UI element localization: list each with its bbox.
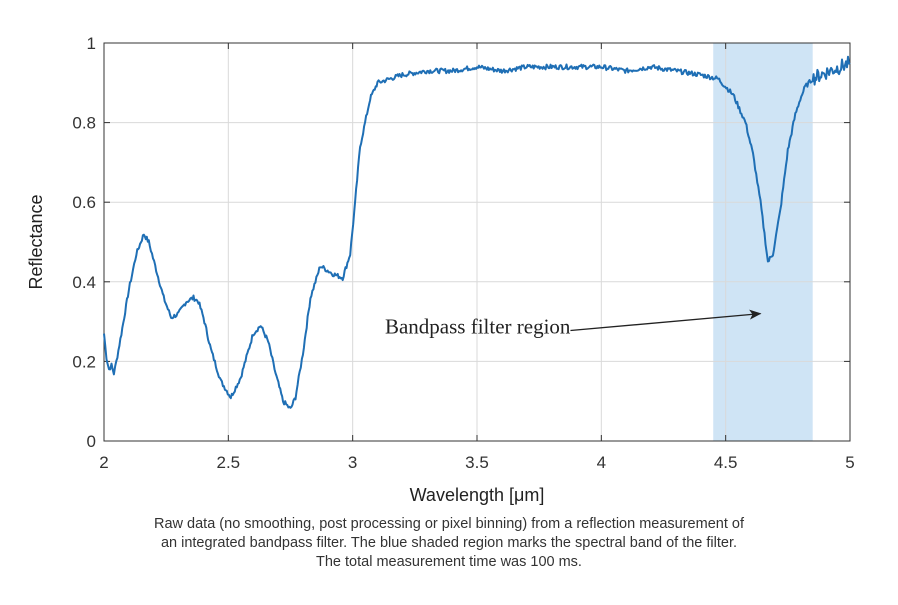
y-tick-label: 1 <box>87 34 96 53</box>
x-tick-label: 5 <box>845 453 854 472</box>
x-tick-label: 4.5 <box>714 453 738 472</box>
caption-line-2: an integrated bandpass filter. The blue … <box>160 535 738 551</box>
x-tick-label: 3.5 <box>465 453 489 472</box>
caption-line-1: Raw data (no smoothing, post processing … <box>154 516 744 532</box>
caption-line-3: The total measurement time was 100 ms. <box>316 554 582 570</box>
annotation-bandpass-label: Bandpass filter region <box>385 315 571 339</box>
y-axis-label: Reflectance <box>26 194 46 289</box>
x-tick-label: 2.5 <box>217 453 241 472</box>
reflectance-series-line <box>103 55 851 409</box>
x-tick-label: 3 <box>348 453 357 472</box>
annotation-arrow <box>570 309 762 332</box>
y-tick-label: 0.8 <box>72 114 96 133</box>
x-axis-label: Wavelength [μm] <box>410 485 545 505</box>
y-tick-label: 0.6 <box>72 193 96 212</box>
figure-caption: Raw data (no smoothing, post processing … <box>40 515 858 572</box>
y-tick-label: 0.2 <box>72 352 96 371</box>
x-tick-label: 4 <box>597 453 606 472</box>
shaded-filter-region <box>713 43 813 441</box>
y-tick-label: 0 <box>87 432 96 451</box>
axis-ticks: 2 2.5 3 3.5 4 4.5 5 0 0.2 0.4 0.6 0.8 1 <box>72 34 854 472</box>
y-tick-label: 0.4 <box>72 273 96 292</box>
reflectance-chart: 2 2.5 3 3.5 4 4.5 5 0 0.2 0.4 0.6 0.8 1 Bandpass fil… <box>26 34 855 505</box>
x-tick-label: 2 <box>99 453 108 472</box>
